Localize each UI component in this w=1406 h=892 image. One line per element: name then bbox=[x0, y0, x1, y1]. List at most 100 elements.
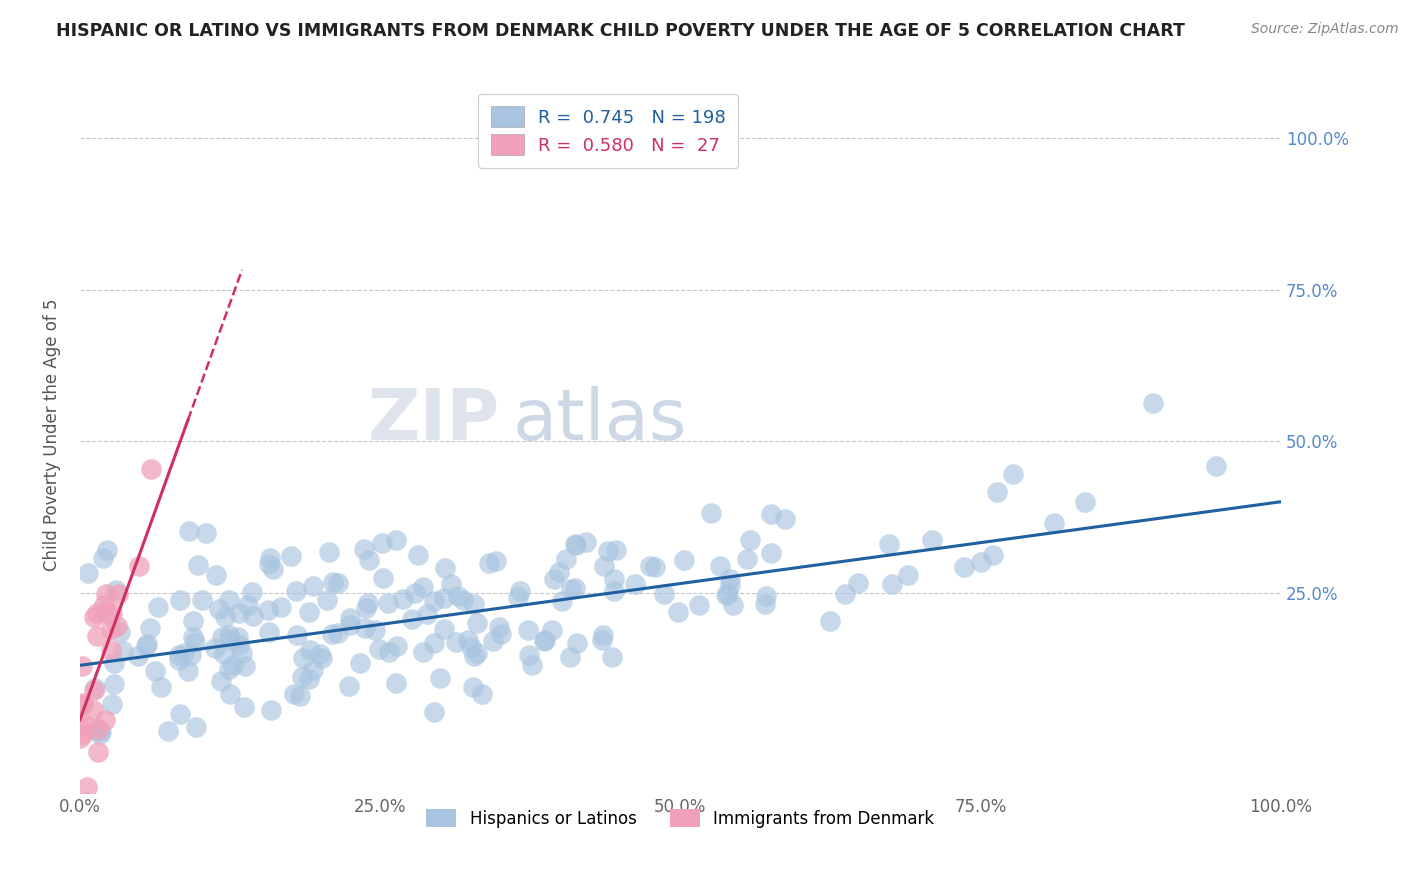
Point bbox=[720, 578, 742, 592]
Point bbox=[228, 638, 250, 652]
Point bbox=[183, 635, 205, 649]
Point bbox=[291, 670, 314, 684]
Point bbox=[517, 624, 540, 638]
Point bbox=[326, 576, 349, 591]
Point bbox=[716, 588, 738, 602]
Point bbox=[517, 648, 540, 663]
Point bbox=[69, 719, 91, 733]
Point bbox=[602, 649, 624, 664]
Point bbox=[83, 682, 105, 697]
Point bbox=[759, 546, 782, 560]
Point bbox=[465, 615, 488, 630]
Point bbox=[638, 559, 661, 574]
Point bbox=[457, 633, 479, 648]
Point bbox=[96, 543, 118, 558]
Point bbox=[288, 689, 311, 703]
Point bbox=[70, 659, 93, 673]
Point bbox=[721, 598, 744, 612]
Point bbox=[107, 587, 129, 601]
Point bbox=[93, 550, 115, 565]
Point bbox=[735, 552, 758, 566]
Point bbox=[143, 665, 166, 679]
Point bbox=[77, 566, 100, 580]
Point bbox=[242, 609, 264, 624]
Point bbox=[86, 629, 108, 643]
Point bbox=[83, 610, 105, 624]
Point bbox=[297, 605, 319, 619]
Point bbox=[700, 506, 723, 520]
Point bbox=[533, 634, 555, 648]
Point bbox=[644, 560, 666, 574]
Point bbox=[688, 598, 710, 612]
Point bbox=[308, 647, 330, 661]
Point bbox=[177, 664, 200, 678]
Point bbox=[218, 628, 240, 642]
Point bbox=[981, 548, 1004, 562]
Point bbox=[1001, 467, 1024, 482]
Point bbox=[509, 583, 531, 598]
Point bbox=[423, 594, 446, 608]
Point bbox=[740, 533, 762, 548]
Point bbox=[416, 607, 439, 621]
Point bbox=[408, 548, 430, 562]
Point bbox=[433, 561, 456, 575]
Point bbox=[285, 628, 308, 642]
Point bbox=[128, 558, 150, 573]
Point bbox=[401, 612, 423, 626]
Point bbox=[148, 599, 170, 614]
Point bbox=[412, 580, 434, 594]
Point bbox=[593, 559, 616, 574]
Point bbox=[214, 610, 236, 624]
Point bbox=[565, 636, 588, 650]
Point bbox=[451, 593, 474, 607]
Point bbox=[135, 637, 157, 651]
Point bbox=[280, 549, 302, 563]
Point bbox=[953, 559, 976, 574]
Point bbox=[463, 649, 485, 664]
Point bbox=[356, 596, 378, 610]
Point bbox=[222, 657, 245, 672]
Point bbox=[219, 687, 242, 701]
Point bbox=[672, 552, 695, 566]
Point bbox=[506, 591, 529, 605]
Point bbox=[194, 526, 217, 541]
Point bbox=[186, 720, 208, 734]
Point bbox=[603, 584, 626, 599]
Text: HISPANIC OR LATINO VS IMMIGRANTS FROM DENMARK CHILD POVERTY UNDER THE AGE OF 5 C: HISPANIC OR LATINO VS IMMIGRANTS FROM DE… bbox=[56, 22, 1185, 40]
Point bbox=[558, 649, 581, 664]
Point bbox=[384, 533, 406, 547]
Y-axis label: Child Poverty Under the Age of 5: Child Poverty Under the Age of 5 bbox=[44, 299, 60, 571]
Point bbox=[520, 658, 543, 673]
Point bbox=[371, 571, 394, 585]
Point bbox=[354, 621, 377, 635]
Point bbox=[72, 696, 94, 710]
Point bbox=[339, 618, 361, 632]
Point bbox=[820, 615, 842, 629]
Point bbox=[218, 662, 240, 676]
Point bbox=[328, 626, 350, 640]
Point bbox=[167, 653, 190, 667]
Point bbox=[169, 592, 191, 607]
Legend: Hispanics or Latinos, Immigrants from Denmark: Hispanics or Latinos, Immigrants from De… bbox=[420, 803, 941, 834]
Point bbox=[90, 724, 112, 739]
Point bbox=[156, 723, 179, 738]
Point bbox=[591, 632, 613, 647]
Point bbox=[877, 536, 900, 550]
Point bbox=[180, 648, 202, 662]
Point bbox=[104, 582, 127, 597]
Point bbox=[773, 512, 796, 526]
Point bbox=[548, 566, 571, 580]
Point bbox=[339, 679, 361, 693]
Point bbox=[135, 639, 157, 653]
Point bbox=[87, 746, 110, 760]
Point bbox=[69, 731, 91, 745]
Point bbox=[986, 484, 1008, 499]
Point bbox=[82, 703, 104, 717]
Point bbox=[111, 644, 134, 658]
Point bbox=[761, 507, 783, 521]
Point bbox=[94, 713, 117, 727]
Point bbox=[167, 648, 190, 663]
Point bbox=[368, 642, 391, 657]
Point bbox=[100, 643, 122, 657]
Point bbox=[101, 606, 124, 620]
